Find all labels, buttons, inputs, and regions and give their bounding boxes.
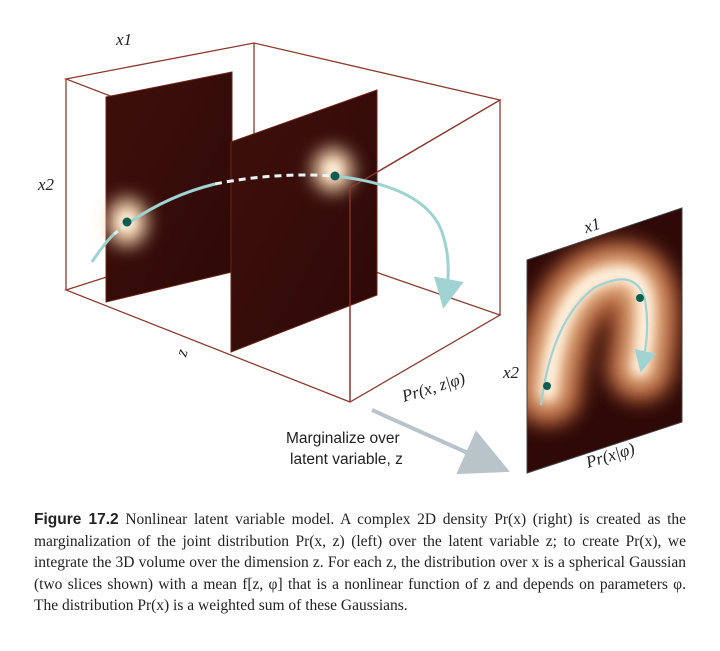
axis-x2-label: x2	[37, 175, 55, 194]
figure-illustration: x1 x2 z Pr(x, z|φ) x1 x2 Pr(x|φ) Margina…	[37, 30, 683, 475]
mean-point-2	[330, 171, 340, 181]
axis-x1-label: x1	[115, 30, 132, 49]
right-axis-x2-label: x2	[502, 363, 520, 382]
gaussian-slice-2	[230, 89, 378, 353]
mean-point-1	[122, 217, 132, 227]
marginalize-arrow	[371, 408, 510, 475]
caption-label: Figure 17.2	[34, 511, 119, 528]
arrow-text-line2: latent variable, z	[290, 451, 403, 468]
axis-z-label: z	[171, 346, 192, 359]
arrow-text-line1: Marginalize over	[286, 430, 400, 447]
figure-caption: Figure 17.2 Nonlinear latent variable mo…	[34, 509, 686, 617]
right-mean-point-1	[543, 382, 551, 390]
gaussian-slice-1	[105, 71, 233, 303]
joint-density-label: Pr(x, z|φ)	[399, 369, 468, 407]
marginal-density-panel	[526, 207, 683, 474]
right-axis-x1-label: x1	[581, 214, 603, 237]
caption-text: Nonlinear latent variable model. A compl…	[34, 511, 687, 614]
right-mean-point-2	[636, 294, 644, 302]
